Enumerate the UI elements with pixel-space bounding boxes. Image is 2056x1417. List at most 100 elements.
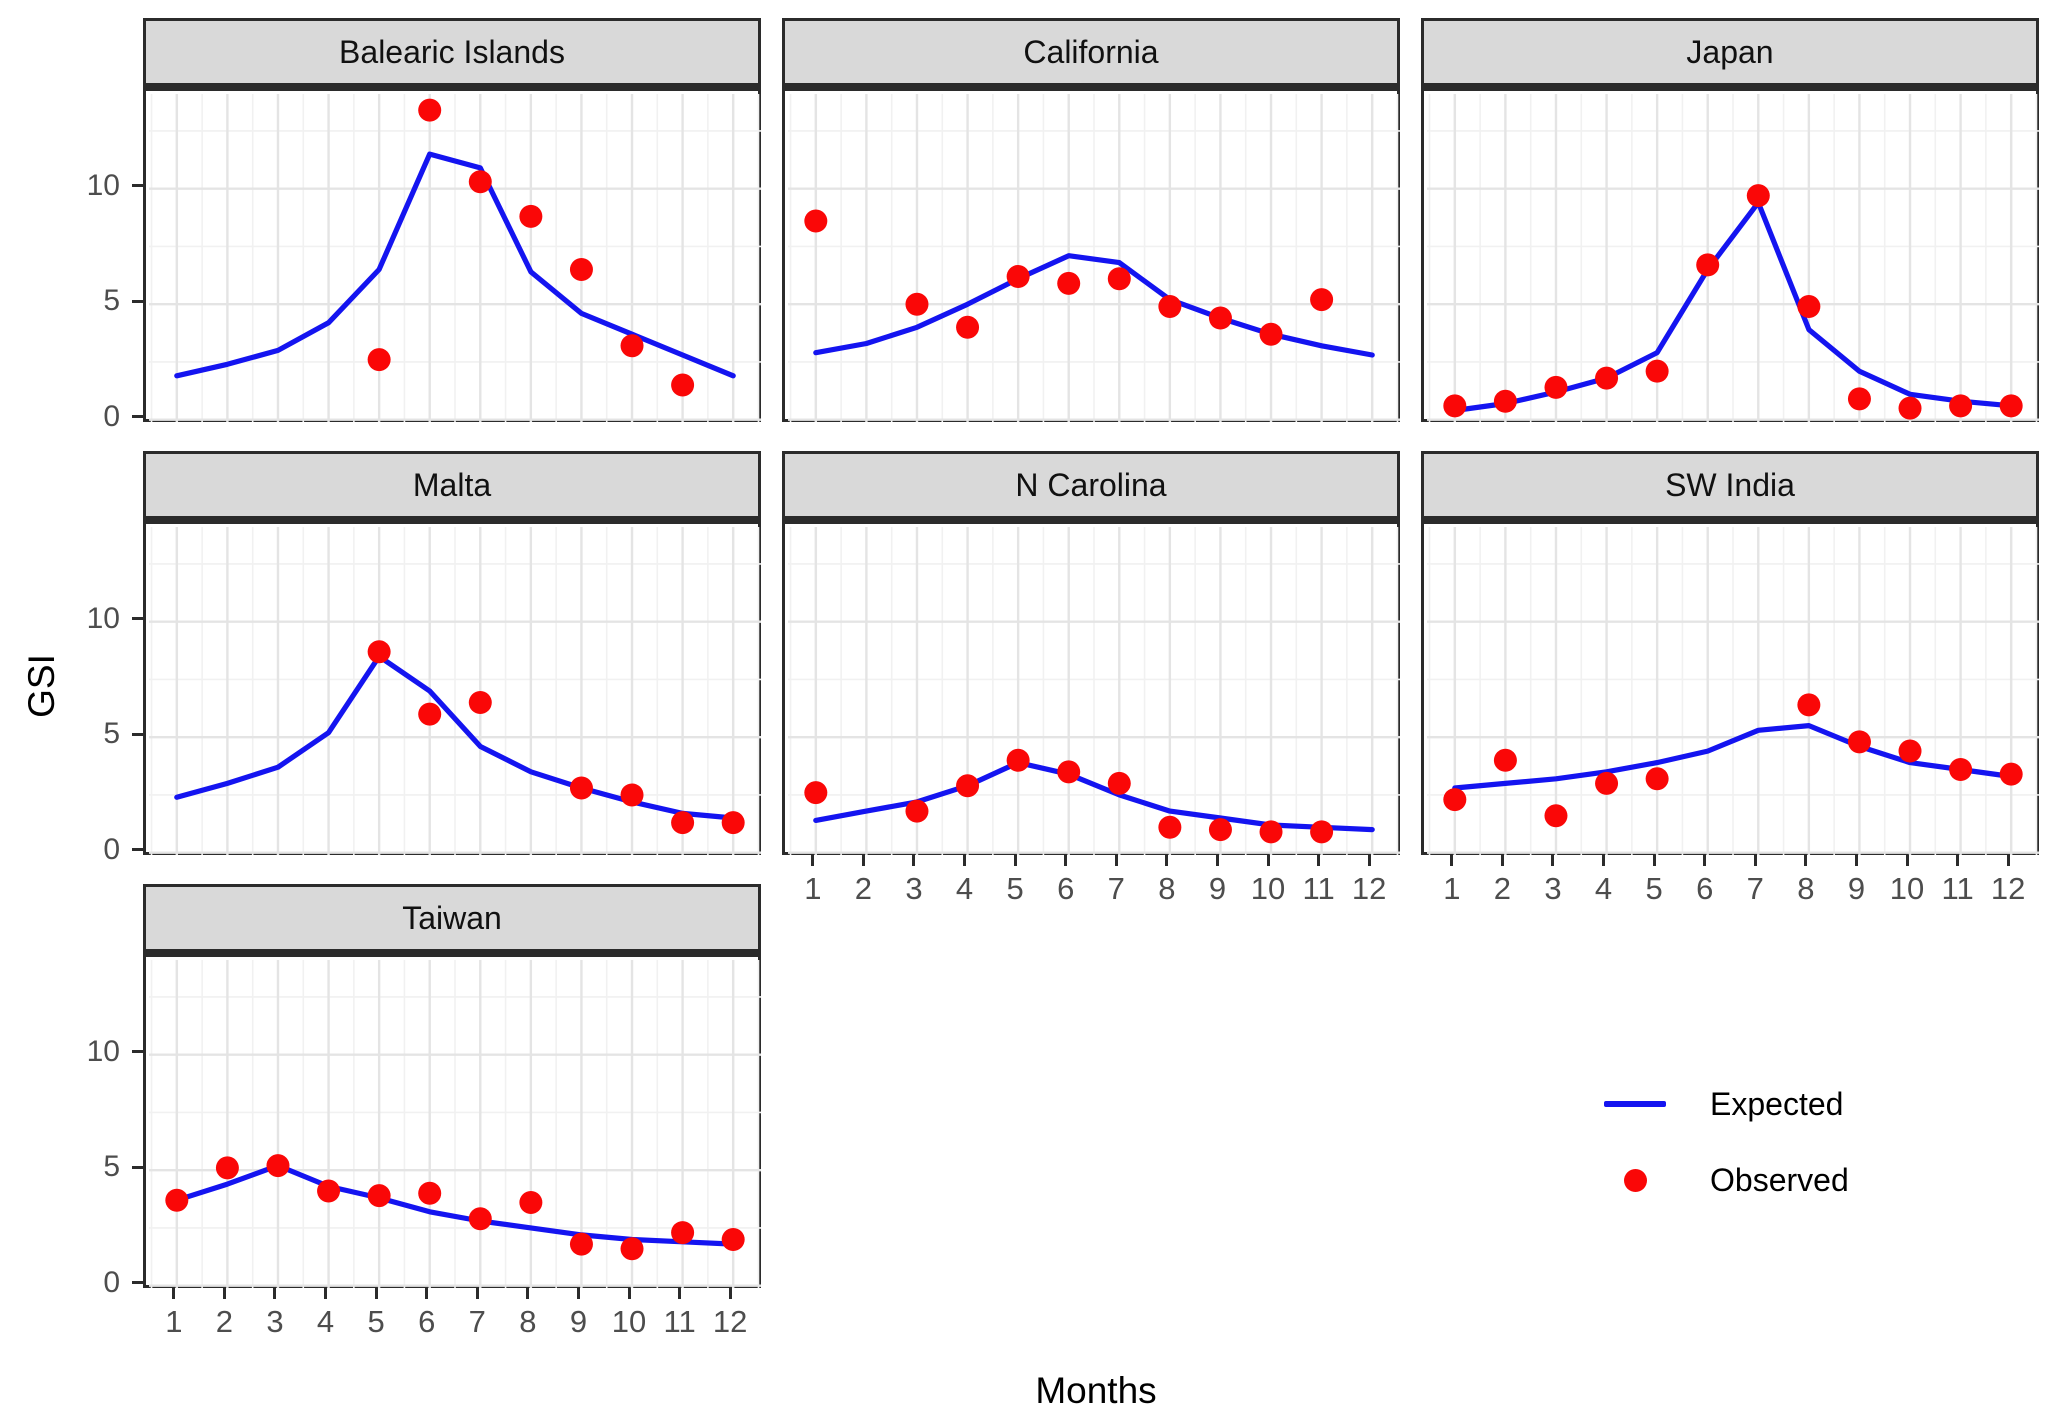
observed-point <box>418 98 442 122</box>
facet-strip: Malta <box>143 451 761 521</box>
facet-plot <box>1427 527 2039 855</box>
x-tick-mark <box>963 855 967 866</box>
facet-panel <box>1421 88 2039 422</box>
observed-point <box>1544 375 1568 399</box>
x-tick-mark <box>811 855 815 866</box>
x-tick-mark <box>374 1288 378 1299</box>
x-tick-mark <box>1013 855 1017 866</box>
observed-point <box>468 691 492 715</box>
legend-key <box>1596 1168 1674 1192</box>
observed-point <box>804 781 828 805</box>
observed-point <box>1645 767 1669 791</box>
observed-point <box>721 1227 745 1251</box>
x-tick-mark <box>1703 855 1707 866</box>
y-tick-mark <box>132 1281 143 1285</box>
facet-panel <box>782 521 1400 855</box>
x-tick-mark <box>1854 855 1858 866</box>
facet-title: Balearic Islands <box>339 33 565 70</box>
y-tick-label: 0 <box>103 832 120 866</box>
x-tick-mark <box>861 855 865 866</box>
observed-point <box>519 204 543 228</box>
observed-point <box>620 783 644 807</box>
x-tick-label: 9 <box>569 1304 588 1339</box>
facet-title: Taiwan <box>402 899 502 936</box>
observed-point <box>1746 184 1770 208</box>
x-tick-label: 8 <box>1158 871 1176 906</box>
observed-point <box>1107 771 1131 795</box>
facet-title: California <box>1023 33 1159 70</box>
observed-point <box>671 373 695 397</box>
observed-point <box>1999 762 2023 786</box>
observed-point <box>569 776 593 800</box>
x-tick-label: 10 <box>1250 871 1286 906</box>
facet-plot <box>788 94 1400 422</box>
y-tick-label: 0 <box>103 399 120 433</box>
x-tick-mark <box>2006 855 2010 866</box>
facet-title: Malta <box>412 466 492 503</box>
observed-point <box>1493 748 1517 772</box>
facet-plot <box>149 527 761 855</box>
x-tick-label: 1 <box>804 871 822 906</box>
legend: Expected Observed <box>1596 1066 1849 1218</box>
x-tick-mark <box>678 1288 682 1299</box>
observed-point <box>1645 359 1669 383</box>
major-gridlines <box>149 527 761 855</box>
x-tick-mark <box>1367 855 1371 866</box>
facet-strip: California <box>782 18 1400 88</box>
x-tick-label: 4 <box>955 871 974 906</box>
x-axis-title: Months <box>1035 1370 1157 1411</box>
observed-point <box>1595 366 1619 390</box>
facet-plot <box>1427 94 2039 422</box>
observed-point <box>418 1181 442 1205</box>
major-gridlines <box>149 94 761 422</box>
observed-point <box>519 1191 543 1215</box>
observed-point <box>1898 396 1922 420</box>
x-tick-label: 3 <box>266 1304 284 1339</box>
minor-gridlines <box>149 94 761 422</box>
x-tick-label: 7 <box>1107 871 1125 906</box>
facet-panel <box>143 521 761 855</box>
x-tick-label: 4 <box>1594 871 1613 906</box>
observed-point <box>1949 758 1973 782</box>
x-tick-mark <box>1956 855 1960 866</box>
observed-point <box>1208 306 1232 330</box>
x-tick-mark <box>172 1288 176 1299</box>
observed-point <box>367 640 391 664</box>
observed-point <box>367 348 391 372</box>
facet-plot <box>149 94 761 422</box>
x-tick-mark <box>1905 855 1909 866</box>
observed-point <box>1847 730 1871 754</box>
observed-point <box>1443 788 1467 812</box>
legend-entry-observed: Observed <box>1596 1142 1849 1218</box>
observed-point <box>569 1232 593 1256</box>
observed-point <box>317 1179 341 1203</box>
facet-plot <box>149 960 761 1288</box>
expected-line <box>174 653 736 821</box>
y-axis-title: GSI <box>21 654 62 718</box>
x-tick-mark <box>576 1288 580 1299</box>
x-tick-label: 1 <box>165 1304 183 1339</box>
x-tick-label: 10 <box>611 1304 647 1339</box>
observed-point <box>1208 818 1232 842</box>
y-tick-mark <box>132 1165 143 1169</box>
facet-title: Japan <box>1686 33 1774 70</box>
y-tick-label: 5 <box>103 1150 120 1184</box>
y-tick-mark <box>132 732 143 736</box>
expected-line-icon <box>1604 1101 1666 1107</box>
observed-point <box>1696 253 1720 277</box>
y-tick-label: 10 <box>86 1034 120 1068</box>
x-tick-label: 7 <box>1746 871 1764 906</box>
facet-title: N Carolina <box>1015 466 1167 503</box>
x-tick-mark <box>1165 855 1169 866</box>
expected-line <box>174 151 736 379</box>
x-tick-label: 10 <box>1889 871 1925 906</box>
observed-point <box>418 702 442 726</box>
x-tick-label: 5 <box>367 1304 385 1339</box>
x-tick-mark <box>627 1288 631 1299</box>
y-tick-mark <box>132 1050 143 1054</box>
observed-point <box>367 1184 391 1208</box>
observed-point <box>905 799 929 823</box>
facet-panel <box>143 88 761 422</box>
facet-plot <box>788 527 1400 855</box>
y-tick-mark <box>132 184 143 188</box>
